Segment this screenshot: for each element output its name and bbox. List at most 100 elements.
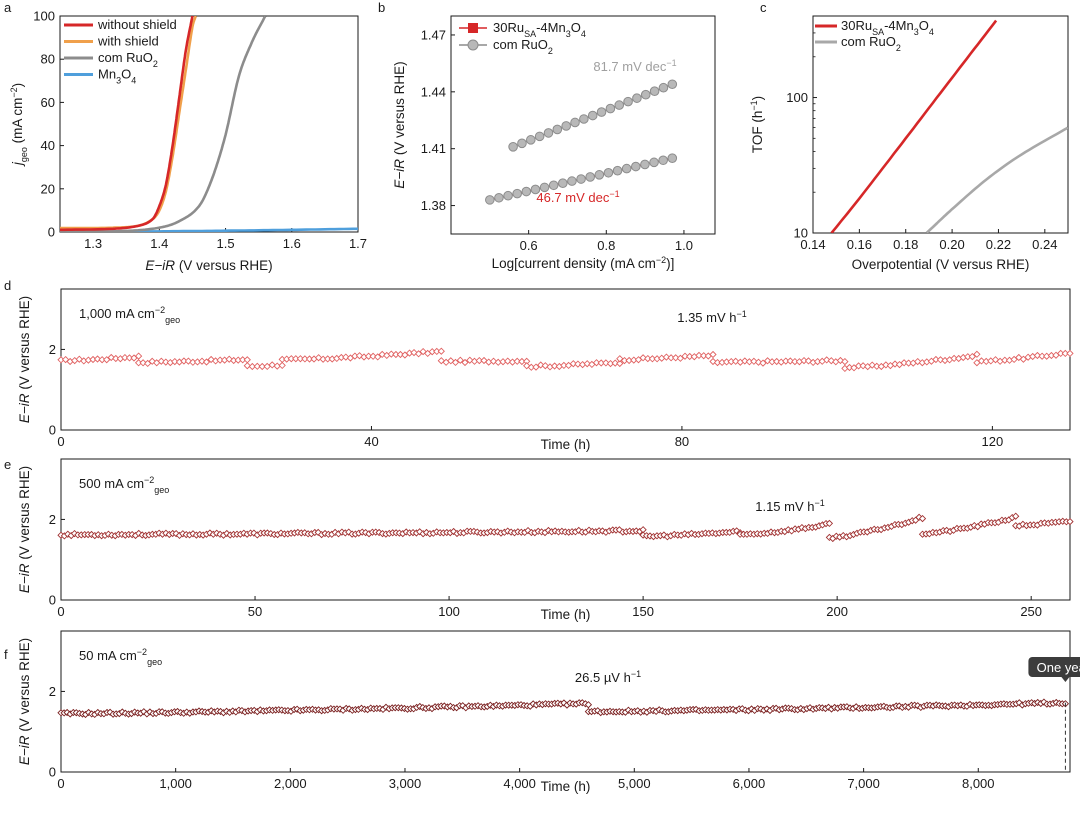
panel-b-point (667, 79, 678, 90)
panel-e-point (1066, 517, 1074, 526)
panel-a-xtick-label: 1.6 (283, 236, 301, 251)
panel-e-xtick-label: 250 (1020, 604, 1042, 619)
panel-f-ylabel: E−iR (V versus RHE) (17, 638, 32, 765)
panel-b-point (543, 128, 554, 138)
panel-d: d 0 40 80 120 0 2 1,000 mA cm−2geo 1.35 mV h−1 Ti… (4, 278, 1074, 452)
panel-d-point (583, 360, 591, 368)
panel-a-ylabel: jgeo (mA cm−2) (9, 83, 29, 167)
panel-a-ytick-label: 40 (41, 138, 55, 153)
panel-f-ytick-label: 0 (49, 765, 56, 780)
panel-c-xlabel: Overpotential (V versus RHE) (852, 257, 1030, 272)
panel-b-point (596, 107, 607, 117)
panel-c-xtick-label: 0.22 (986, 237, 1011, 252)
panel-b-point (632, 93, 642, 103)
panel-d-point (823, 356, 831, 364)
panel-a-xtick-label: 1.4 (150, 236, 168, 251)
panel-b-point (526, 135, 536, 145)
panel-f-one-year-pointer (1061, 677, 1070, 682)
panel-d-point (387, 350, 395, 358)
panel-d-point (198, 357, 206, 365)
panel-b-point (576, 174, 586, 184)
panel-b-point (623, 96, 633, 107)
panel-d-point (900, 359, 908, 367)
panel-d-point (695, 351, 703, 360)
panel-e-xtick-label: 0 (57, 604, 64, 619)
panel-d-point (950, 354, 958, 363)
panel-a-xtick-label: 1.3 (84, 236, 102, 251)
panel-e-frame (60, 458, 1071, 601)
panel-a-legend-label: with shield (97, 34, 159, 49)
panel-d-point (873, 362, 881, 370)
panel-d-point (560, 361, 568, 370)
panel-e-xtick-label: 100 (438, 604, 460, 619)
panel-d-point (616, 359, 624, 368)
panel-a-legend-label: Mn3O4 (98, 67, 136, 86)
panel-d-point (451, 358, 460, 367)
panel-f-current-label: 50 mA cm−2geo (79, 647, 162, 667)
panel-f-xtick-label: 4,000 (503, 776, 536, 791)
panel-d-point (268, 361, 276, 369)
panel-d-point (891, 360, 899, 368)
panel-d-point (93, 355, 102, 363)
panel-b-point (558, 178, 568, 188)
panel-c-curves (830, 19, 1068, 233)
panel-a-series-line (60, 16, 194, 232)
panel-d-point (569, 360, 577, 368)
panel-c-ylabel: TOF (h−1) (749, 96, 765, 153)
panel-d-point (750, 357, 758, 365)
panel-d-point (243, 362, 251, 370)
panel-d-xtick-label: 120 (982, 434, 1004, 449)
panel-d-point (121, 353, 129, 362)
panel-b-point (579, 114, 589, 124)
panel-d-point (171, 357, 179, 366)
panel-b-ytick-label: 1.41 (421, 141, 446, 156)
panel-f: f 0 1,000 2,000 3,000 4,000 5,000 6,000 7,000 8,0… (4, 630, 1080, 794)
panel-b-point (567, 176, 577, 186)
panel-b-point (508, 142, 518, 152)
panel-b-point (649, 86, 660, 96)
panel-c-xtick-label: 0.16 (847, 237, 872, 252)
panel-b-point (561, 121, 571, 131)
panel-b-ytick-label: 1.38 (421, 198, 446, 213)
panel-d-xlabel: Time (h) (541, 437, 591, 452)
panel-e-xlabel: Time (h) (541, 607, 591, 622)
panel-b-legend-label: com RuO2 (493, 37, 553, 56)
panel-e-ytick-label: 2 (49, 512, 56, 527)
panel-b-point (640, 89, 651, 100)
panel-letter-b: b (378, 0, 385, 15)
panel-f-ytick-label: 2 (49, 684, 56, 699)
panel-letter-e: e (4, 457, 11, 472)
panel-c-legend-label: com RuO2 (841, 34, 901, 53)
panel-letter-a: a (4, 0, 12, 15)
panel-c-legend-label: 30RuSA-4Mn3O4 (841, 18, 934, 37)
panel-b-point (517, 138, 527, 149)
panel-d-point (243, 356, 251, 364)
panel-b-point (521, 186, 532, 197)
panel-f-one-year-badge (1028, 657, 1080, 677)
panel-d-point (202, 358, 211, 366)
panel-d-point (162, 358, 170, 366)
panel-b-point (605, 103, 616, 114)
panel-b-ylabel: E−iR (V versus RHE) (392, 61, 407, 188)
panel-d-point (103, 356, 111, 364)
panel-b-point (621, 163, 632, 174)
panel-d-point (977, 357, 986, 365)
panel-d-point (456, 356, 464, 364)
panel-e-point (825, 519, 834, 528)
panel-d-point (574, 360, 582, 368)
panel-e-rate-label: 1.15 mV h−1 (755, 498, 825, 514)
panel-d-point (550, 362, 559, 370)
panel-d-point (532, 363, 540, 371)
panel-d-point (700, 352, 708, 360)
panel-c-ytick-label: 10 (794, 226, 808, 241)
panel-b-point (658, 82, 669, 93)
panel-d-point (461, 358, 469, 367)
panel-d-point (648, 355, 657, 363)
panel-e-current-label: 500 mA cm−2geo (79, 475, 169, 495)
panel-d-xtick-label: 0 (57, 434, 64, 449)
panel-d-point (968, 352, 976, 361)
panel-e-point (1012, 512, 1020, 520)
panel-d-point (973, 350, 981, 358)
panel-b-point (539, 182, 550, 193)
panel-d-point (644, 354, 652, 363)
